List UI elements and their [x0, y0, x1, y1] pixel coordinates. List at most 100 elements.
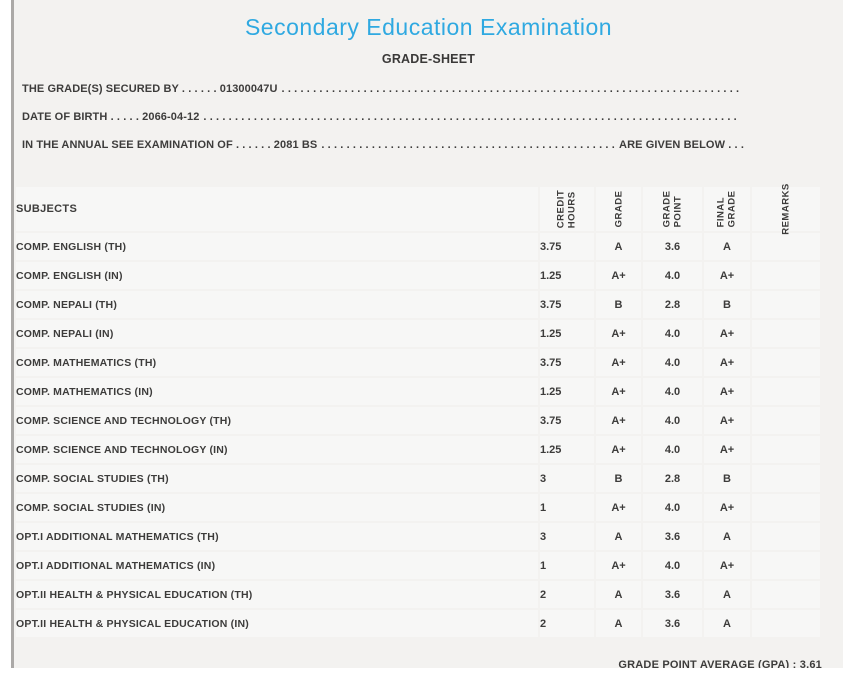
- table-row: COMP. SCIENCE AND TECHNOLOGY (IN) 1.25 A+ 4…: [16, 436, 820, 463]
- rotated-header-label: GRADE: [613, 191, 624, 228]
- subject-cell: OPT.I ADDITIONAL MATHEMATICS (IN): [16, 552, 538, 579]
- final-grade-cell: B: [704, 291, 750, 318]
- grade-point-cell: 4.0: [643, 436, 702, 463]
- credit-hours-cell: 1.25: [540, 378, 594, 405]
- subject-cell: COMP. SCIENCE AND TECHNOLOGY (IN): [16, 436, 538, 463]
- info-line-grades-secured-by: THE GRADE(S) SECURED BY . . . . . . 0130…: [22, 83, 744, 111]
- subject-cell: COMP. MATHEMATICS (TH): [16, 349, 538, 376]
- grade-point-cell: 2.8: [643, 465, 702, 492]
- grade-cell: A: [596, 610, 641, 637]
- date-of-birth-text: DATE OF BIRTH . . . . . 2066-04-12: [22, 111, 200, 123]
- subject-cell: OPT.II HEALTH & PHYSICAL EDUCATION (IN): [16, 610, 538, 637]
- grade-cell: A+: [596, 436, 641, 463]
- header-label-line: HOURS: [567, 191, 578, 229]
- examination-of-text: IN THE ANNUAL SEE EXAMINATION OF . . . .…: [22, 139, 318, 151]
- credit-hours-cell: 3.75: [540, 407, 594, 434]
- final-grade-cell: A+: [704, 349, 750, 376]
- remarks-cell: [752, 552, 820, 579]
- sheet-subtitle: GRADE-SHEET: [381, 52, 476, 66]
- grade-cell: B: [596, 465, 641, 492]
- table-row: OPT.II HEALTH & PHYSICAL EDUCATION (IN) 2…: [16, 610, 820, 637]
- subject-cell: COMP. NEPALI (IN): [16, 320, 538, 347]
- grade-cell: A: [596, 233, 641, 260]
- table-row: COMP. MATHEMATICS (IN) 1.25 A+ 4.0 A+: [16, 378, 820, 405]
- header-label-line: GRADE: [727, 190, 738, 228]
- table-row: COMP. SOCIAL STUDIES (IN) 1 A+ 4.0 A+: [16, 494, 820, 521]
- grade-sheet-panel: Secondary Education Examination GRADE-SH…: [14, 0, 843, 668]
- table-row: COMP. NEPALI (TH) 3.75 B 2.8 B: [16, 291, 820, 318]
- remarks-cell: [752, 407, 820, 434]
- column-header-final-grade: FINAL GRADE: [704, 187, 750, 231]
- grade-cell: A+: [596, 378, 641, 405]
- credit-hours-cell: 1: [540, 552, 594, 579]
- table-row: OPT.I ADDITIONAL MATHEMATICS (TH) 3 A 3.6 A: [16, 523, 820, 550]
- remarks-cell: [752, 291, 820, 318]
- grade-point-cell: 4.0: [643, 494, 702, 521]
- table-row: COMP. SOCIAL STUDIES (TH) 3 B 2.8 B: [16, 465, 820, 492]
- column-header-credit-hours: CREDIT HOURS: [540, 187, 594, 231]
- remarks-cell: [752, 349, 820, 376]
- dotted-leader: . . . . . . . . . . . . . . . . . . . . …: [321, 139, 615, 151]
- grade-cell: A+: [596, 320, 641, 347]
- credit-hours-cell: 1.25: [540, 436, 594, 463]
- remarks-cell: [752, 465, 820, 492]
- grades-secured-by-text: THE GRADE(S) SECURED BY . . . . . . 0130…: [22, 83, 278, 95]
- candidate-info: THE GRADE(S) SECURED BY . . . . . . 0130…: [22, 83, 744, 167]
- grade-point-cell: 4.0: [643, 552, 702, 579]
- column-header-grade: GRADE: [596, 187, 641, 231]
- credit-hours-cell: 1.25: [540, 320, 594, 347]
- final-grade-cell: A+: [704, 436, 750, 463]
- grade-point-cell: 4.0: [643, 262, 702, 289]
- table-row: OPT.I ADDITIONAL MATHEMATICS (IN) 1 A+ 4.0 A…: [16, 552, 820, 579]
- final-grade-cell: A+: [704, 320, 750, 347]
- final-grade-cell: A: [704, 610, 750, 637]
- table-row: COMP. NEPALI (IN) 1.25 A+ 4.0 A+: [16, 320, 820, 347]
- header-label-line: REMARKS: [780, 183, 792, 235]
- panel-left-border: [11, 0, 14, 668]
- credit-hours-cell: 3.75: [540, 233, 594, 260]
- grade-cell: A+: [596, 494, 641, 521]
- gpa-summary: GRADE POINT AVERAGE (GPA) : 3.61: [618, 659, 822, 668]
- credit-hours-cell: 3: [540, 465, 594, 492]
- final-grade-cell: A: [704, 523, 750, 550]
- info-line-examination-of: IN THE ANNUAL SEE EXAMINATION OF . . . .…: [22, 139, 744, 167]
- header-label-line: GRADE: [661, 190, 673, 228]
- final-grade-cell: A: [704, 581, 750, 608]
- are-given-below-text: ARE GIVEN BELOW . . .: [619, 139, 744, 151]
- final-grade-cell: A+: [704, 262, 750, 289]
- grade-point-cell: 3.6: [643, 581, 702, 608]
- column-header-subjects: SUBJECTS: [16, 187, 538, 231]
- subject-cell: COMP. NEPALI (TH): [16, 291, 538, 318]
- final-grade-cell: A+: [704, 552, 750, 579]
- table-row: COMP. ENGLISH (IN) 1.25 A+ 4.0 A+: [16, 262, 820, 289]
- grade-cell: A+: [596, 552, 641, 579]
- remarks-cell: [752, 378, 820, 405]
- info-line-date-of-birth: DATE OF BIRTH . . . . . 2066-04-12 . . .…: [22, 111, 744, 139]
- credit-hours-cell: 3: [540, 523, 594, 550]
- remarks-cell: [752, 320, 820, 347]
- grade-cell: A: [596, 581, 641, 608]
- remarks-cell: [752, 436, 820, 463]
- column-header-remarks: REMARKS: [752, 183, 820, 235]
- remarks-cell: [752, 610, 820, 637]
- grade-cell: A+: [596, 262, 641, 289]
- remarks-cell: [752, 233, 820, 260]
- table-row: OPT.II HEALTH & PHYSICAL EDUCATION (TH) 2…: [16, 581, 820, 608]
- credit-hours-cell: 1: [540, 494, 594, 521]
- subject-cell: OPT.II HEALTH & PHYSICAL EDUCATION (TH): [16, 581, 538, 608]
- subject-cell: COMP. ENGLISH (IN): [16, 262, 538, 289]
- grade-cell: A: [596, 523, 641, 550]
- table-row: COMP. ENGLISH (TH) 3.75 A 3.6 A: [16, 233, 820, 260]
- header-label-line: FINAL: [715, 196, 727, 228]
- final-grade-cell: A+: [704, 378, 750, 405]
- subject-cell: COMP. SOCIAL STUDIES (IN): [16, 494, 538, 521]
- grade-point-cell: 4.0: [643, 320, 702, 347]
- grade-point-cell: 4.0: [643, 349, 702, 376]
- grade-point-cell: 3.6: [643, 610, 702, 637]
- remarks-cell: [752, 581, 820, 608]
- subject-cell: OPT.I ADDITIONAL MATHEMATICS (TH): [16, 523, 538, 550]
- grade-point-cell: 3.6: [643, 523, 702, 550]
- grade-cell: B: [596, 291, 641, 318]
- rotated-header-label: GRADE POINT: [661, 191, 684, 228]
- column-header-grade-point: GRADE POINT: [643, 187, 702, 231]
